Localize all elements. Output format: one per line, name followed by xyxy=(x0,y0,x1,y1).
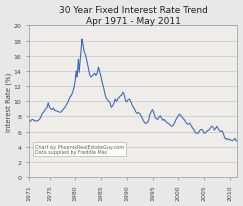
Title: 30 Year Fixed Interest Rate Trend
Apr 1971 - May 2011: 30 Year Fixed Interest Rate Trend Apr 19… xyxy=(59,6,208,26)
Text: Chart by PhoenixRealEstateGuy.com
Data supplied by Freddie Mac: Chart by PhoenixRealEstateGuy.com Data s… xyxy=(35,144,124,155)
Y-axis label: Interest Rate (%): Interest Rate (%) xyxy=(6,72,12,131)
